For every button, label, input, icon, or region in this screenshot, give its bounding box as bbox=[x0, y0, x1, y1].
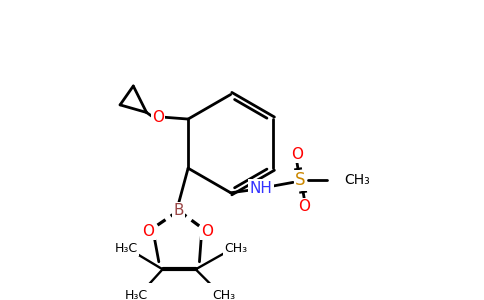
Text: CH₃: CH₃ bbox=[224, 242, 247, 255]
Text: CH₃: CH₃ bbox=[212, 289, 236, 300]
Text: B: B bbox=[173, 203, 184, 218]
Text: O: O bbox=[142, 224, 154, 239]
Text: CH₃: CH₃ bbox=[344, 173, 370, 188]
Text: O: O bbox=[152, 110, 164, 125]
Text: NH: NH bbox=[249, 181, 272, 196]
Text: H₃C: H₃C bbox=[115, 242, 138, 255]
Text: H₃C: H₃C bbox=[124, 289, 148, 300]
Text: O: O bbox=[201, 224, 213, 239]
Text: S: S bbox=[295, 172, 306, 190]
Text: O: O bbox=[298, 200, 310, 214]
Text: O: O bbox=[291, 146, 303, 161]
